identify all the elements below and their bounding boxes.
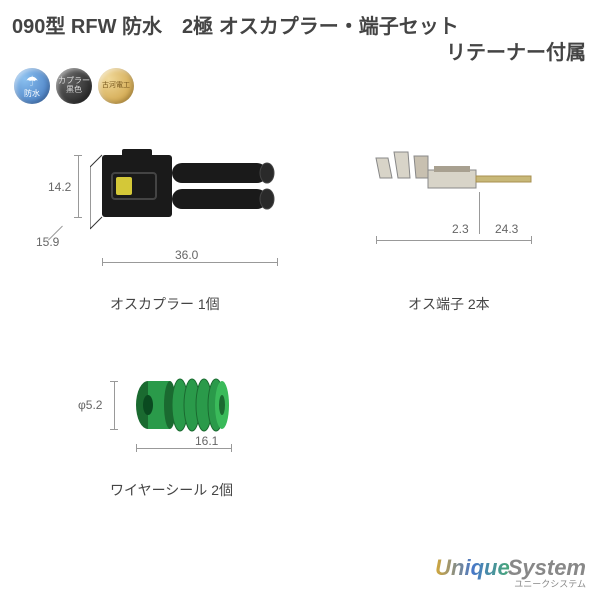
- umbrella-icon: ☂: [26, 73, 39, 90]
- dim-term-len-line: [376, 240, 531, 241]
- coupler-caption: オスカプラー 1個: [110, 294, 220, 314]
- badge-maker: 古河電工: [98, 68, 134, 104]
- dim-term-tip-line: [479, 192, 480, 234]
- badge-waterproof-label: 防水: [24, 90, 40, 99]
- dim-coupler-h-tick2: [74, 217, 82, 218]
- dim-seal-dia-line: [114, 381, 115, 429]
- terminal-caption: オス端子 2本: [408, 294, 490, 314]
- dim-seal-len-tick2: [231, 444, 232, 452]
- dim-seal-dia-tick2: [110, 429, 118, 430]
- dim-term-len-text: 24.3: [495, 222, 518, 236]
- dim-coupler-w-text: 36.0: [175, 248, 198, 262]
- badge-coupler-line2: 黒色: [66, 86, 82, 95]
- dim-seal-dia-text: φ5.2: [78, 398, 102, 412]
- badge-coupler-color: カプラー 黒色: [56, 68, 92, 104]
- dim-coupler-w-tick2: [277, 258, 278, 266]
- title-line-2: リテーナー付属: [446, 36, 586, 65]
- coupler-svg: [90, 145, 290, 255]
- dim-coupler-d-text: 15.9: [36, 235, 59, 249]
- wireseal-caption: ワイヤーシール 2個: [110, 480, 233, 500]
- dim-coupler-w-tick1: [102, 258, 103, 266]
- logo-brand1: Unique: [435, 555, 510, 580]
- dim-term-len-tick2: [531, 236, 532, 244]
- title-line-1: 090型 RFW 防水 2極 オスカプラー・端子セット: [12, 10, 459, 39]
- dim-coupler-h-tick1: [74, 155, 82, 156]
- footer-logo: UniqueSystem ユニークシステム: [435, 555, 586, 590]
- dim-seal-len-line: [136, 448, 231, 449]
- dim-coupler-w-line: [102, 262, 277, 263]
- dim-seal-dia-tick1: [110, 381, 118, 382]
- badge-waterproof: ☂ 防水: [14, 68, 50, 104]
- dim-coupler-h-text: 14.2: [48, 180, 71, 194]
- badge-maker-label: 古河電工: [102, 82, 130, 90]
- dim-term-tip-text: 2.3: [452, 222, 469, 236]
- coupler-diagram: [90, 145, 290, 260]
- dim-seal-len-tick1: [136, 444, 137, 452]
- dim-term-len-tick1: [376, 236, 377, 244]
- dim-seal-len-text: 16.1: [195, 434, 218, 448]
- dim-coupler-h-line: [78, 155, 79, 217]
